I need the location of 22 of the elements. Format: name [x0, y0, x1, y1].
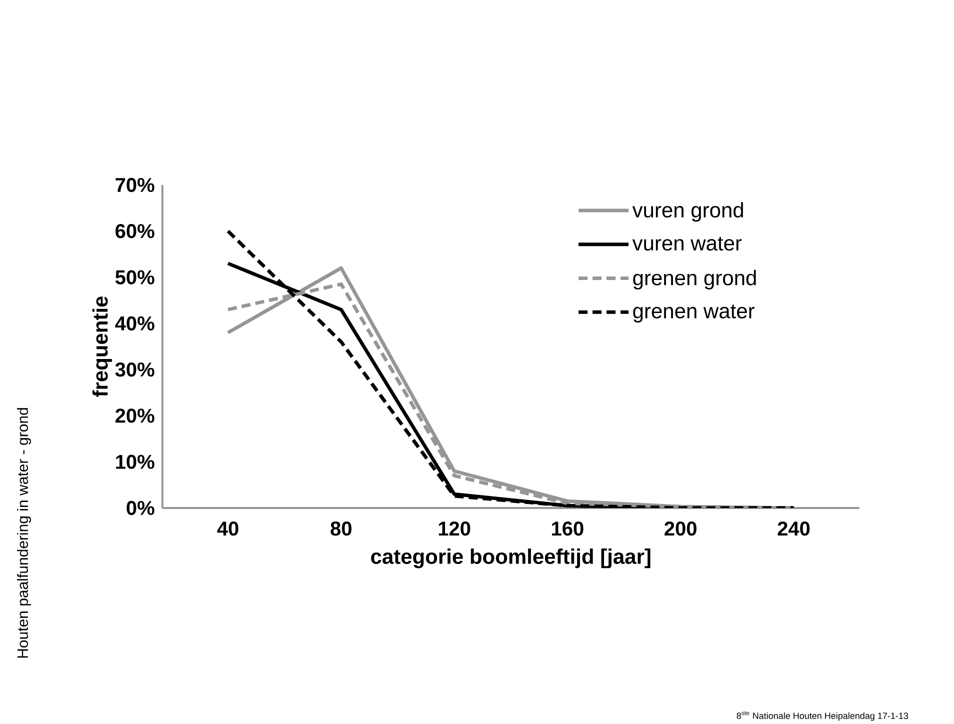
text: 8$^{ste}$ Nationale Houten Heipalendag 17-1-13: [736, 711, 908, 721]
y-tick-label: 10%: [116, 454, 154, 469]
x-tick-label: 160: [552, 521, 584, 536]
legend-label: vuren water: [632, 236, 742, 251]
x-tick-label: 120: [438, 521, 470, 536]
y-tick-label: 60%: [116, 224, 154, 238]
x-tick-label: 200: [664, 521, 696, 536]
x-tick-label: 240: [778, 521, 810, 536]
y-tick-label: 50%: [115, 270, 154, 284]
x-tick-label: 40: [217, 521, 238, 536]
y-tick-label: 0%: [126, 500, 154, 516]
x-tick-label: 80: [330, 521, 352, 536]
legend-label: vuren grond: [632, 202, 743, 222]
y-tick-label: 40%: [115, 316, 154, 330]
x-axis-title: categorie boomleeftijd [jaar]: [371, 548, 650, 568]
legend-label: grenen water: [633, 304, 754, 323]
y-axis-title: frequentie: [92, 296, 112, 397]
legend-label: grenen grond: [633, 270, 756, 290]
y-tick-label: 70%: [116, 178, 154, 192]
y-tick-label: 30%: [115, 362, 154, 377]
text: Houten paalfundering in water - grond: [17, 408, 31, 658]
y-tick-label: 20%: [116, 408, 154, 423]
